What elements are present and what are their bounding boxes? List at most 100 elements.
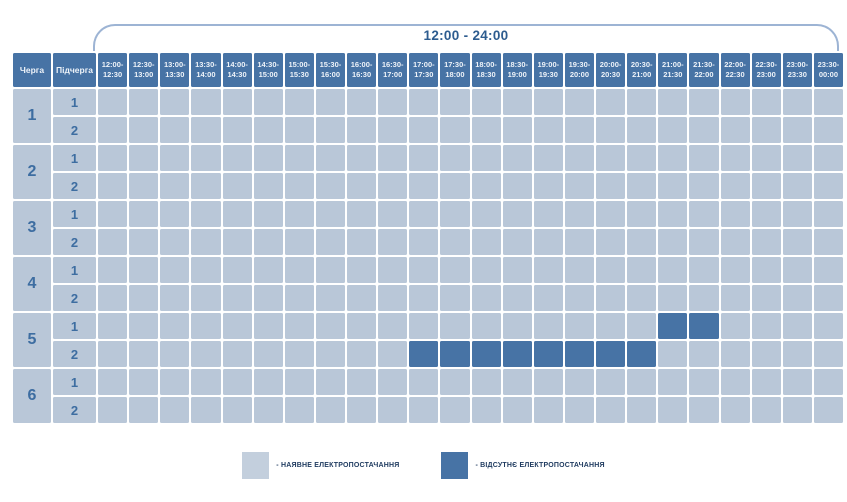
available-cell [471, 117, 501, 143]
time-slot-header: 21:00- 21:30 [658, 53, 688, 87]
available-cell [720, 201, 750, 227]
outage-cell [627, 341, 657, 367]
available-cell [564, 229, 594, 255]
available-cell [720, 397, 750, 423]
time-slot-header: 15:30- 16:00 [315, 53, 345, 87]
outage-cell [564, 341, 594, 367]
time-slot-header: 20:00- 20:30 [596, 53, 626, 87]
available-cell [378, 201, 408, 227]
available-cell [160, 397, 190, 423]
time-slot-header: 12:30- 13:00 [129, 53, 159, 87]
available-cell [191, 229, 221, 255]
outage-cell [471, 341, 501, 367]
available-cell [440, 173, 470, 199]
subqueue-number: 1 [53, 257, 96, 283]
available-cell [315, 89, 345, 115]
available-cell [627, 313, 657, 339]
available-cell [720, 229, 750, 255]
available-cell [533, 257, 563, 283]
available-cell [813, 257, 843, 283]
outage-cell [409, 341, 439, 367]
available-cell [627, 257, 657, 283]
available-cell [98, 201, 128, 227]
available-cell [596, 89, 626, 115]
available-cell [378, 397, 408, 423]
available-cell [315, 313, 345, 339]
time-slot-header: 12:00- 12:30 [98, 53, 128, 87]
available-cell [409, 257, 439, 283]
subqueue-number: 2 [53, 229, 96, 255]
available-cell [502, 89, 532, 115]
available-cell [658, 145, 688, 171]
available-cell [533, 397, 563, 423]
queue-number: 1 [13, 89, 51, 143]
subqueue-number: 2 [53, 117, 96, 143]
available-cell [222, 89, 252, 115]
available-cell [658, 397, 688, 423]
available-cell [533, 117, 563, 143]
available-cell [627, 397, 657, 423]
legend-item-available: - НАЯВНЕ ЕЛЕКТРОПОСТАЧАННЯ [242, 452, 399, 479]
subqueue-number: 2 [53, 397, 96, 423]
time-slot-header: 18:30- 19:00 [502, 53, 532, 87]
available-cell [129, 257, 159, 283]
available-cell [378, 313, 408, 339]
outage-cell [440, 341, 470, 367]
available-cell [160, 257, 190, 283]
available-cell [440, 201, 470, 227]
available-cell [502, 117, 532, 143]
available-cell [564, 257, 594, 283]
available-cell [378, 89, 408, 115]
available-cell [315, 285, 345, 311]
available-cell [782, 145, 812, 171]
queue-column-header: Черга [13, 53, 51, 87]
available-cell [253, 89, 283, 115]
outage-cell [658, 313, 688, 339]
available-cell [533, 89, 563, 115]
available-cell [347, 89, 377, 115]
available-cell [502, 145, 532, 171]
subqueue-number: 1 [53, 89, 96, 115]
available-cell [751, 257, 781, 283]
available-cell [751, 229, 781, 255]
available-cell [284, 117, 314, 143]
available-cell [222, 229, 252, 255]
available-cell [315, 145, 345, 171]
available-cell [191, 145, 221, 171]
available-cell [409, 201, 439, 227]
time-slot-header: 16:00- 16:30 [347, 53, 377, 87]
available-cell [751, 173, 781, 199]
available-cell [596, 369, 626, 395]
available-cell [253, 369, 283, 395]
available-cell [284, 397, 314, 423]
available-cell [253, 173, 283, 199]
available-cell [253, 285, 283, 311]
available-cell [533, 201, 563, 227]
time-slot-header: 19:00- 19:30 [533, 53, 563, 87]
available-cell [315, 117, 345, 143]
available-cell [782, 369, 812, 395]
queue-number: 2 [13, 145, 51, 199]
available-cell [284, 341, 314, 367]
available-cell [813, 369, 843, 395]
available-cell [689, 145, 719, 171]
available-cell [222, 341, 252, 367]
schedule-row-queue-4-2: 2 [13, 285, 843, 311]
available-cell [782, 397, 812, 423]
available-cell [627, 369, 657, 395]
available-cell [751, 397, 781, 423]
available-cell [502, 313, 532, 339]
available-cell [160, 229, 190, 255]
available-cell [315, 257, 345, 283]
available-cell [98, 369, 128, 395]
schedule-row-queue-3-2: 2 [13, 229, 843, 255]
available-cell [347, 285, 377, 311]
available-cell [782, 313, 812, 339]
available-cell [284, 229, 314, 255]
available-cell [720, 145, 750, 171]
time-slot-header: 17:30- 18:00 [440, 53, 470, 87]
available-cell [347, 117, 377, 143]
available-cell [284, 173, 314, 199]
available-cell [409, 397, 439, 423]
